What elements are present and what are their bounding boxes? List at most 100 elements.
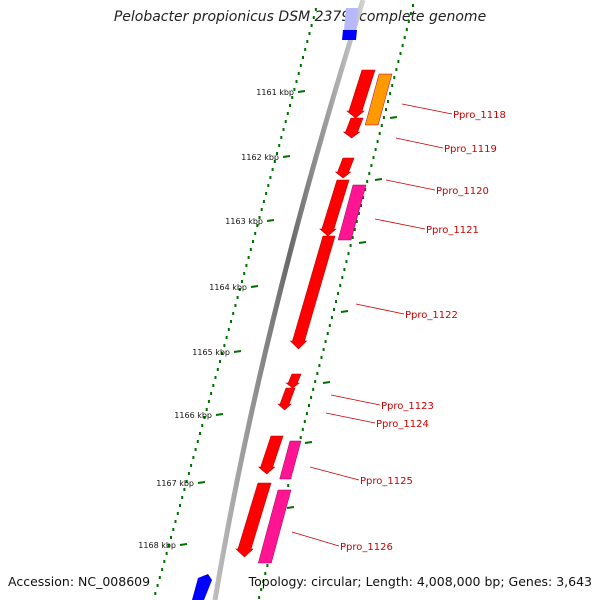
ruler-dot bbox=[158, 576, 161, 579]
inner-ruler-dot bbox=[343, 268, 346, 271]
ruler-dot bbox=[267, 184, 270, 187]
ruler-dot bbox=[278, 144, 281, 147]
inner-ruler-tick bbox=[358, 241, 367, 244]
ruler-dot bbox=[207, 400, 210, 403]
inner-ruler-dot bbox=[395, 68, 398, 71]
ruler-dot bbox=[262, 200, 265, 203]
inner-ruler-dot bbox=[335, 300, 337, 303]
gene-leader-line bbox=[325, 412, 376, 424]
ruler-dot bbox=[234, 304, 237, 307]
gene-leader-line bbox=[355, 303, 405, 315]
ruler-dot bbox=[185, 480, 188, 483]
ruler-dot bbox=[276, 152, 278, 155]
gene-label: Ppro_1120 bbox=[436, 186, 489, 197]
ruler-dot bbox=[265, 192, 268, 195]
ruler-dot bbox=[256, 224, 259, 227]
ruler-dot bbox=[183, 488, 186, 491]
ruler-dot bbox=[314, 8, 317, 11]
ruler-dot bbox=[247, 256, 250, 259]
inner-ruler-dot bbox=[351, 236, 354, 239]
ruler-dot bbox=[214, 376, 217, 379]
cds-arrow bbox=[346, 69, 376, 119]
ruler-dot bbox=[223, 344, 226, 347]
ruler-dot bbox=[269, 176, 272, 179]
blue-feature-shade bbox=[344, 8, 358, 30]
inner-ruler-dot bbox=[324, 340, 327, 343]
inner-ruler-tick bbox=[322, 381, 331, 384]
inner-ruler-dot bbox=[362, 196, 365, 199]
gene-track bbox=[257, 73, 393, 564]
genome-summary-text: Topology: circular; Length: 4,008,000 bp… bbox=[248, 574, 592, 589]
gene-block bbox=[364, 73, 393, 126]
inner-ruler-dot bbox=[360, 204, 362, 207]
blue-feature bbox=[342, 30, 357, 40]
inner-ruler-dot bbox=[337, 292, 340, 295]
ruler-track bbox=[154, 8, 317, 595]
ruler-dot bbox=[297, 72, 300, 75]
blue-feature bbox=[192, 574, 212, 600]
ruler-dot bbox=[302, 56, 304, 59]
inner-ruler-dot bbox=[407, 20, 410, 23]
ruler-dot bbox=[236, 296, 239, 299]
cds-arrow bbox=[277, 387, 296, 411]
inner-ruler-dot bbox=[401, 44, 404, 47]
inner-ruler-dot bbox=[333, 308, 335, 311]
ruler-tick-label: 1168 kbp bbox=[138, 541, 176, 550]
ruler-dot bbox=[196, 440, 199, 443]
ruler-dot bbox=[170, 536, 172, 539]
label-leaders: Ppro_1118 Ppro_1119 Ppro_1120 Ppro_1121 Ppro… bbox=[291, 103, 506, 553]
gene-leader-line bbox=[395, 137, 444, 149]
ruler-dot bbox=[227, 328, 230, 331]
ruler-dot bbox=[282, 128, 285, 131]
ruler-dot bbox=[199, 432, 201, 435]
ruler-dot bbox=[295, 80, 298, 83]
inner-ruler-dot bbox=[391, 84, 394, 87]
ruler-dot bbox=[187, 472, 190, 475]
ruler-dot bbox=[156, 584, 159, 587]
ruler-tick bbox=[197, 481, 206, 484]
ruler-dot bbox=[304, 48, 307, 51]
ruler-dot bbox=[203, 416, 206, 419]
inner-ruler-dot bbox=[314, 380, 317, 383]
ruler-dot bbox=[273, 160, 276, 163]
inner-ruler-dot bbox=[382, 116, 385, 119]
ruler-tick bbox=[250, 285, 259, 288]
ruler-dot bbox=[299, 64, 302, 67]
inner-ruler-dot bbox=[308, 404, 310, 407]
inner-ruler-dot bbox=[322, 348, 325, 351]
gene-leader-line bbox=[374, 218, 426, 230]
ruler-dot bbox=[238, 288, 241, 291]
gene-label: Ppro_1126 bbox=[340, 542, 393, 553]
gene-block bbox=[279, 440, 302, 480]
ruler-dot bbox=[252, 240, 254, 243]
inner-ruler-dot bbox=[299, 436, 302, 439]
inner-ruler-dot bbox=[287, 484, 290, 487]
gene-label: Ppro_1121 bbox=[426, 225, 479, 236]
gene-leader-line bbox=[291, 531, 340, 547]
gene-label: Ppro_1125 bbox=[360, 476, 413, 487]
inner-ruler-dot bbox=[355, 220, 358, 223]
gene-leader-line bbox=[401, 103, 453, 115]
inner-ruler-dot bbox=[399, 52, 402, 55]
ruler-dot bbox=[280, 136, 283, 139]
ruler-dot bbox=[249, 248, 252, 251]
inner-ruler-dot bbox=[374, 148, 377, 151]
inner-ruler-dot bbox=[370, 164, 373, 167]
inner-ruler-dot bbox=[405, 28, 408, 31]
ruler-dot bbox=[260, 208, 263, 211]
cds-arrow bbox=[334, 157, 355, 179]
ruler-dot bbox=[225, 336, 228, 339]
inner-ruler-dot bbox=[303, 420, 306, 423]
gene-leader-line bbox=[385, 179, 436, 191]
ruler-dot bbox=[284, 120, 287, 123]
ruler-tick bbox=[179, 543, 188, 546]
ruler-dot bbox=[312, 16, 315, 19]
gene-block bbox=[337, 184, 367, 241]
gene-label: Ppro_1119 bbox=[444, 144, 497, 155]
ruler-tick bbox=[233, 350, 242, 353]
inner-ruler-tick bbox=[389, 116, 398, 119]
inner-ruler-dot bbox=[366, 180, 369, 183]
cds-arrow bbox=[285, 373, 302, 389]
accession-text: Accession: NC_008609 bbox=[8, 574, 151, 589]
ruler-dot bbox=[241, 280, 243, 283]
